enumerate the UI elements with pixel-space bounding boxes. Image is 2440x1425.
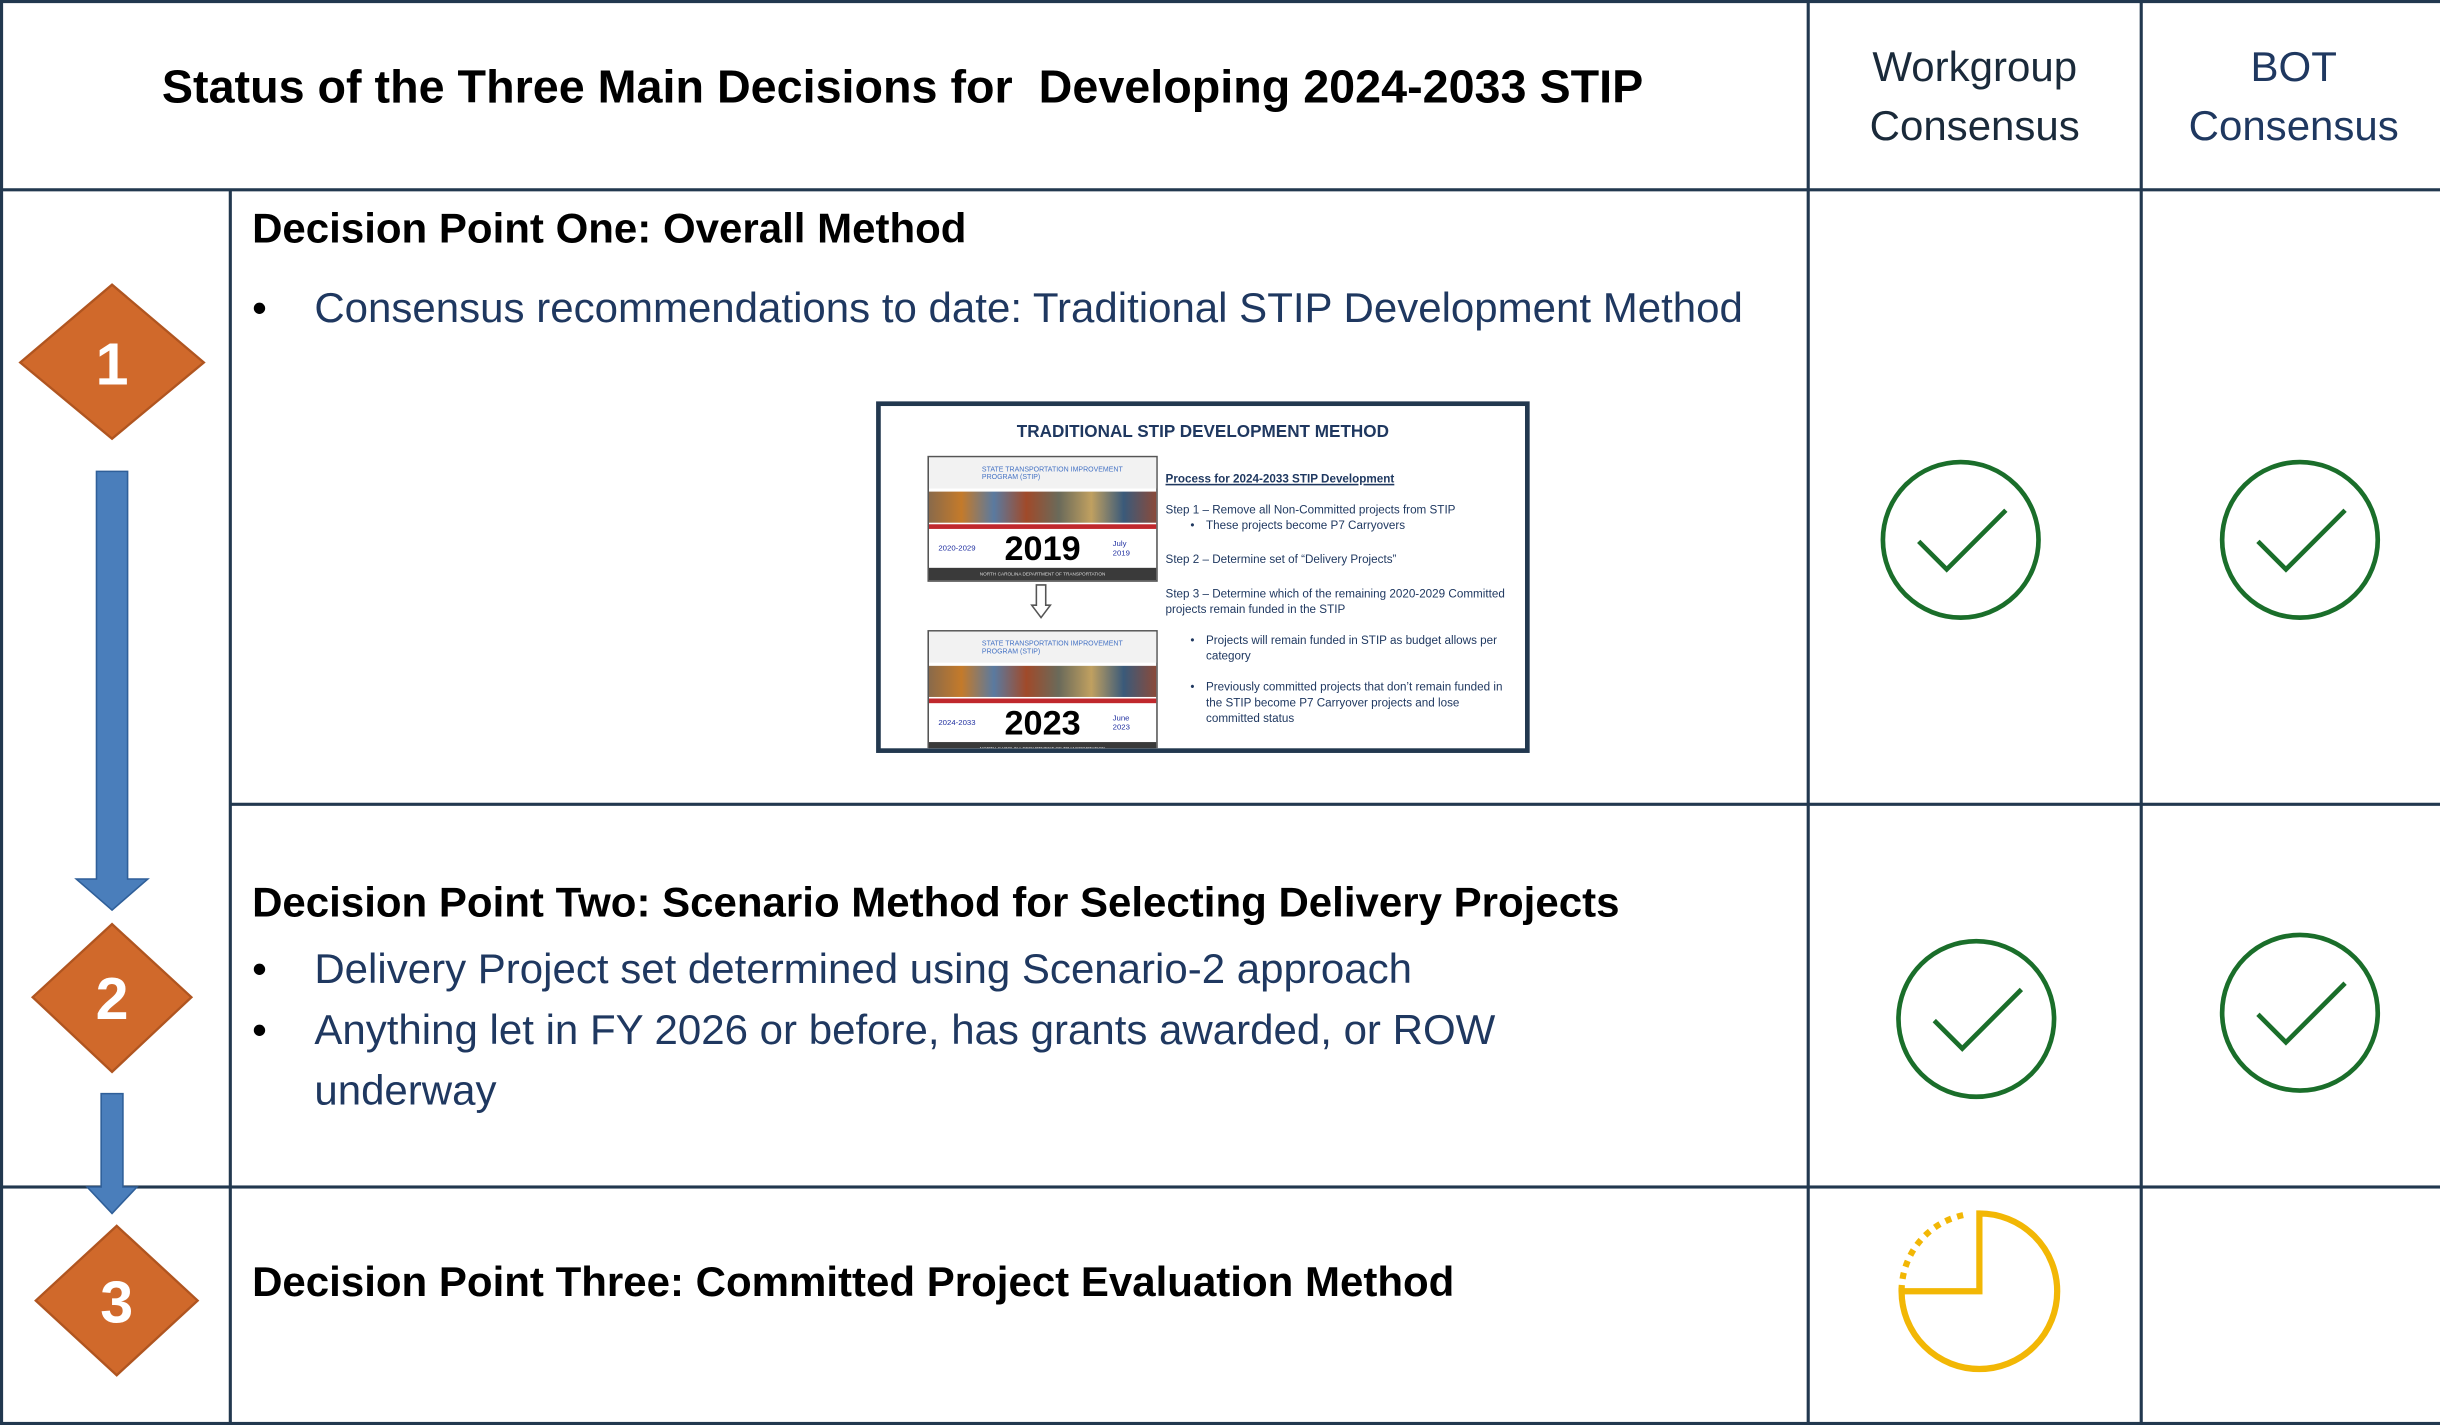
embedded-title: TRADITIONAL STIP DEVELOPMENT METHOD bbox=[1016, 423, 1389, 442]
step-text: Step 1 – Remove all Non-Committed projec… bbox=[1165, 502, 1456, 517]
step-text: Step 3 – Determine which of the remainin… bbox=[1165, 586, 1505, 617]
flow-diagram: 1 2 3 bbox=[18, 283, 206, 1377]
diamond bbox=[34, 1224, 200, 1377]
step: Step 1 – Remove all Non-Committed projec… bbox=[1166, 502, 1516, 533]
decision-heading: Decision Point One: Overall Method bbox=[252, 205, 967, 253]
bullet: Anything let in FY 2026 or before, has g… bbox=[252, 1000, 1653, 1121]
decision-heading: Decision Point Three: Committed Project … bbox=[252, 1258, 1455, 1306]
cover-date: June 2023 bbox=[1112, 714, 1130, 733]
col-divider bbox=[1806, 0, 1810, 1425]
column-header: Workgroup Consensus bbox=[1869, 43, 2080, 150]
step-bullet: Projects will remain funded in STIP as b… bbox=[1166, 633, 1516, 664]
check-icon bbox=[1880, 459, 2041, 620]
stip-cover: STATE TRANSPORTATION IMPROVEMENT PROGRAM… bbox=[927, 455, 1158, 582]
row-divider bbox=[0, 188, 2440, 192]
down-arrow bbox=[1030, 584, 1052, 619]
border bbox=[0, 0, 2440, 4]
column-header: BOT Consensus bbox=[2188, 43, 2399, 150]
stip-cover: STATE TRANSPORTATION IMPROVEMENT PROGRAM… bbox=[927, 630, 1158, 749]
cover-program: STATE TRANSPORTATION IMPROVEMENT PROGRAM… bbox=[981, 465, 1123, 481]
step-text: Step 2 – Determine set of “Delivery Proj… bbox=[1165, 552, 1397, 567]
check-icon bbox=[1896, 938, 2057, 1100]
decision-heading: Decision Point Two: Scenario Method for … bbox=[252, 878, 1620, 926]
check-icon bbox=[2219, 932, 2381, 1093]
step-number: 3 bbox=[100, 1268, 133, 1335]
cover-date: July 2019 bbox=[1112, 539, 1130, 559]
cover-range: 2024-2033 bbox=[938, 718, 976, 729]
diamond bbox=[30, 922, 194, 1074]
border bbox=[0, 1421, 2440, 1425]
border bbox=[0, 0, 4, 1425]
step: Step 2 – Determine set of “Delivery Proj… bbox=[1166, 552, 1516, 568]
step-number: 2 bbox=[96, 965, 129, 1032]
bullet: Delivery Project set determined using Sc… bbox=[252, 940, 1653, 1001]
cover-footer: NORTH CAROLINA DEPARTMENT OF TRANSPORTAT… bbox=[929, 567, 1157, 581]
cover-footer: NORTH CAROLINA DEPARTMENT OF TRANSPORTAT… bbox=[929, 742, 1157, 749]
cover-program: STATE TRANSPORTATION IMPROVEMENT PROGRAM… bbox=[981, 639, 1123, 655]
step-number: 1 bbox=[96, 330, 129, 397]
bullet-list: Delivery Project set determined using Sc… bbox=[252, 940, 1653, 1122]
step-bullet: These projects become P7 Carryovers bbox=[1166, 518, 1516, 534]
step: Step 3 – Determine which of the remainin… bbox=[1166, 586, 1516, 726]
col-divider bbox=[228, 189, 232, 1425]
check-icon bbox=[2219, 459, 2381, 620]
diamond bbox=[18, 283, 206, 441]
bullet: Consensus recommendations to date: Tradi… bbox=[252, 282, 1746, 336]
row-divider bbox=[0, 1185, 2440, 1189]
cover-range: 2020-2029 bbox=[938, 544, 976, 554]
col-divider bbox=[2139, 0, 2143, 1425]
cover-year: 2023 bbox=[1004, 703, 1081, 743]
table-title: Status of the Three Main Decisions for D… bbox=[161, 62, 1644, 114]
bullet-list: Consensus recommendations to date: Tradi… bbox=[252, 282, 1746, 336]
cover-year: 2019 bbox=[1004, 528, 1081, 568]
arrow bbox=[74, 470, 150, 912]
arrow bbox=[85, 1092, 139, 1215]
in-progress-icon bbox=[1898, 1210, 2061, 1373]
process-heading: Process for 2024-2033 STIP Development bbox=[1165, 471, 1395, 486]
embedded-slide: TRADITIONAL STIP DEVELOPMENT METHOD STAT… bbox=[876, 401, 1530, 753]
row-divider bbox=[230, 802, 2440, 806]
step-bullet: Previously committed projects that don’t… bbox=[1166, 680, 1516, 727]
